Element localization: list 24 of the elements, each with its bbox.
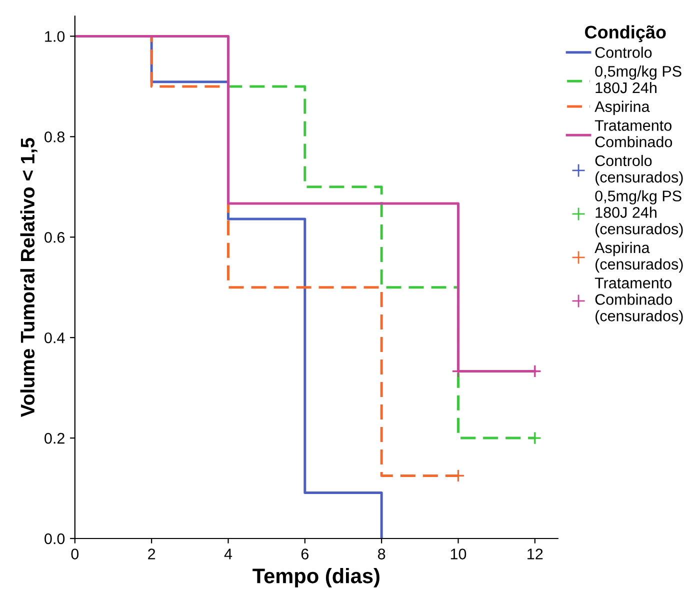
legend-label: 0,5mg/kg PS 180J 24h (censurados) <box>595 190 683 238</box>
y-tick-label: 0.2 <box>44 432 64 444</box>
y-tick-label: 1.0 <box>45 31 65 42</box>
x-tick-label: 12 <box>528 548 543 560</box>
x-tick-label: 4 <box>224 548 232 560</box>
x-axis-title: Tempo (dias) <box>252 568 380 588</box>
y-tick-label: 0.6 <box>44 232 65 243</box>
x-tick-label: 10 <box>450 548 466 560</box>
legend-label: Controlo <box>595 46 652 58</box>
legend-label: Aspirina (censurados) <box>594 242 683 273</box>
legend-label: Controlo (censurados) <box>595 154 683 186</box>
y-tick-label: 0.8 <box>44 132 65 142</box>
legend-title: Condição <box>585 25 666 42</box>
y-tick-label: 0.0 <box>44 533 65 544</box>
legend-label: Aspirina <box>594 100 650 116</box>
x-tick-label: 8 <box>378 548 386 560</box>
x-tick-label: 2 <box>148 548 156 560</box>
y-axis-title: Volume Tumoral Relativo < 1,5 <box>20 138 38 418</box>
legend-label: Tratamento Combinado (censurados) <box>594 278 683 324</box>
x-tick-label: 0 <box>71 548 79 560</box>
y-tick-label: 0.4 <box>44 332 65 344</box>
legend-label: 0,5mg/kg PS 180J 24h <box>595 66 682 94</box>
legend-label: Tratamento Combinado <box>594 120 672 148</box>
x-tick-label: 6 <box>301 548 308 560</box>
